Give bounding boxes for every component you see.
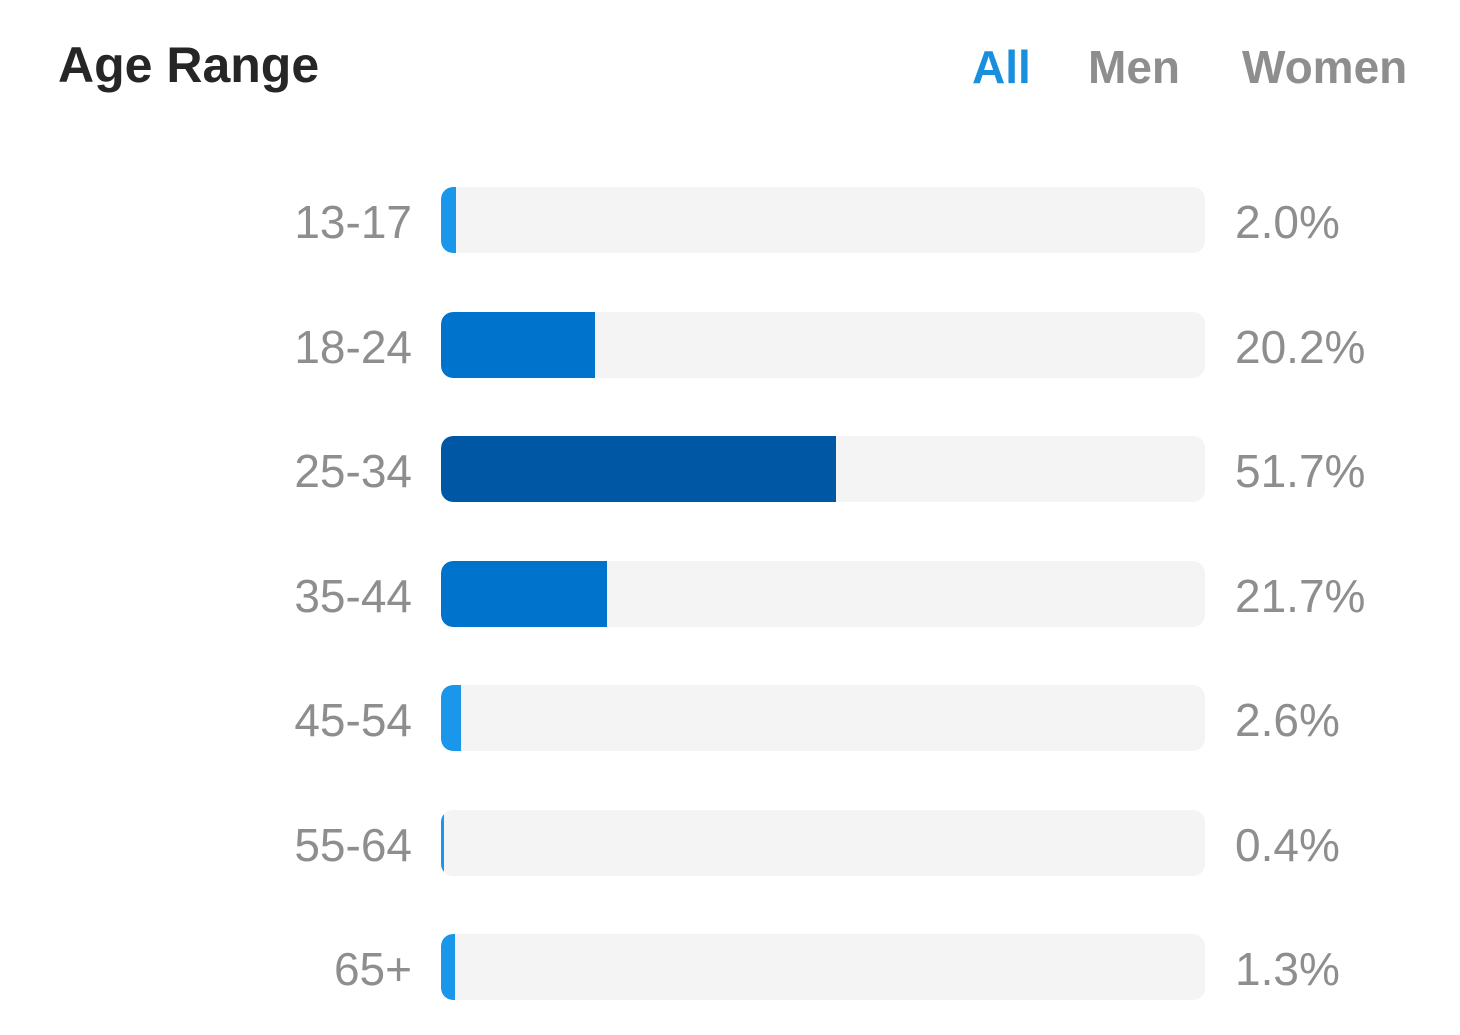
category-label: 13-17 — [294, 196, 412, 248]
bar-row: 35-44 21.7% — [0, 560, 1460, 627]
tab-men[interactable]: Men — [1088, 41, 1180, 93]
category-label: 25-34 — [294, 445, 412, 497]
page-title: Age Range — [58, 37, 320, 93]
value-label: 2.0% — [1235, 196, 1340, 248]
bar — [441, 436, 836, 502]
category-label: 45-54 — [294, 694, 412, 746]
bar-track — [441, 560, 1205, 627]
bar-track — [441, 187, 1205, 253]
bar-track — [441, 934, 1205, 1000]
bar — [441, 809, 445, 876]
bar-row: 45-54 2.6% — [0, 685, 1460, 751]
bar — [441, 187, 457, 253]
bar-row: 13-17 2.0% — [0, 187, 1460, 253]
tab-women[interactable]: Women — [1242, 41, 1408, 93]
bar-row: 65+ 1.3% — [0, 934, 1460, 1000]
value-label: 1.3% — [1235, 943, 1340, 995]
value-label: 0.4% — [1235, 818, 1340, 871]
bar — [441, 311, 596, 378]
bar-track — [441, 311, 1205, 378]
value-label: 51.7% — [1235, 445, 1366, 497]
bar-row: 25-34 51.7% — [0, 436, 1460, 502]
category-label: 55-64 — [294, 818, 412, 871]
value-label: 21.7% — [1235, 569, 1366, 622]
bar — [441, 934, 455, 1000]
category-label: 35-44 — [294, 569, 412, 622]
bar-track — [441, 809, 1205, 876]
category-label: 18-24 — [294, 320, 412, 373]
bar-row: 55-64 0.4% — [0, 809, 1460, 876]
bar-track — [441, 685, 1205, 751]
tab-all[interactable]: All — [972, 41, 1031, 93]
bar-track — [441, 436, 1205, 502]
value-label: 2.6% — [1235, 694, 1340, 746]
bar-row: 18-24 20.2% — [0, 311, 1460, 378]
value-label: 20.2% — [1235, 320, 1366, 373]
bar — [441, 560, 607, 627]
bar — [441, 685, 461, 751]
category-label: 65+ — [333, 943, 412, 995]
